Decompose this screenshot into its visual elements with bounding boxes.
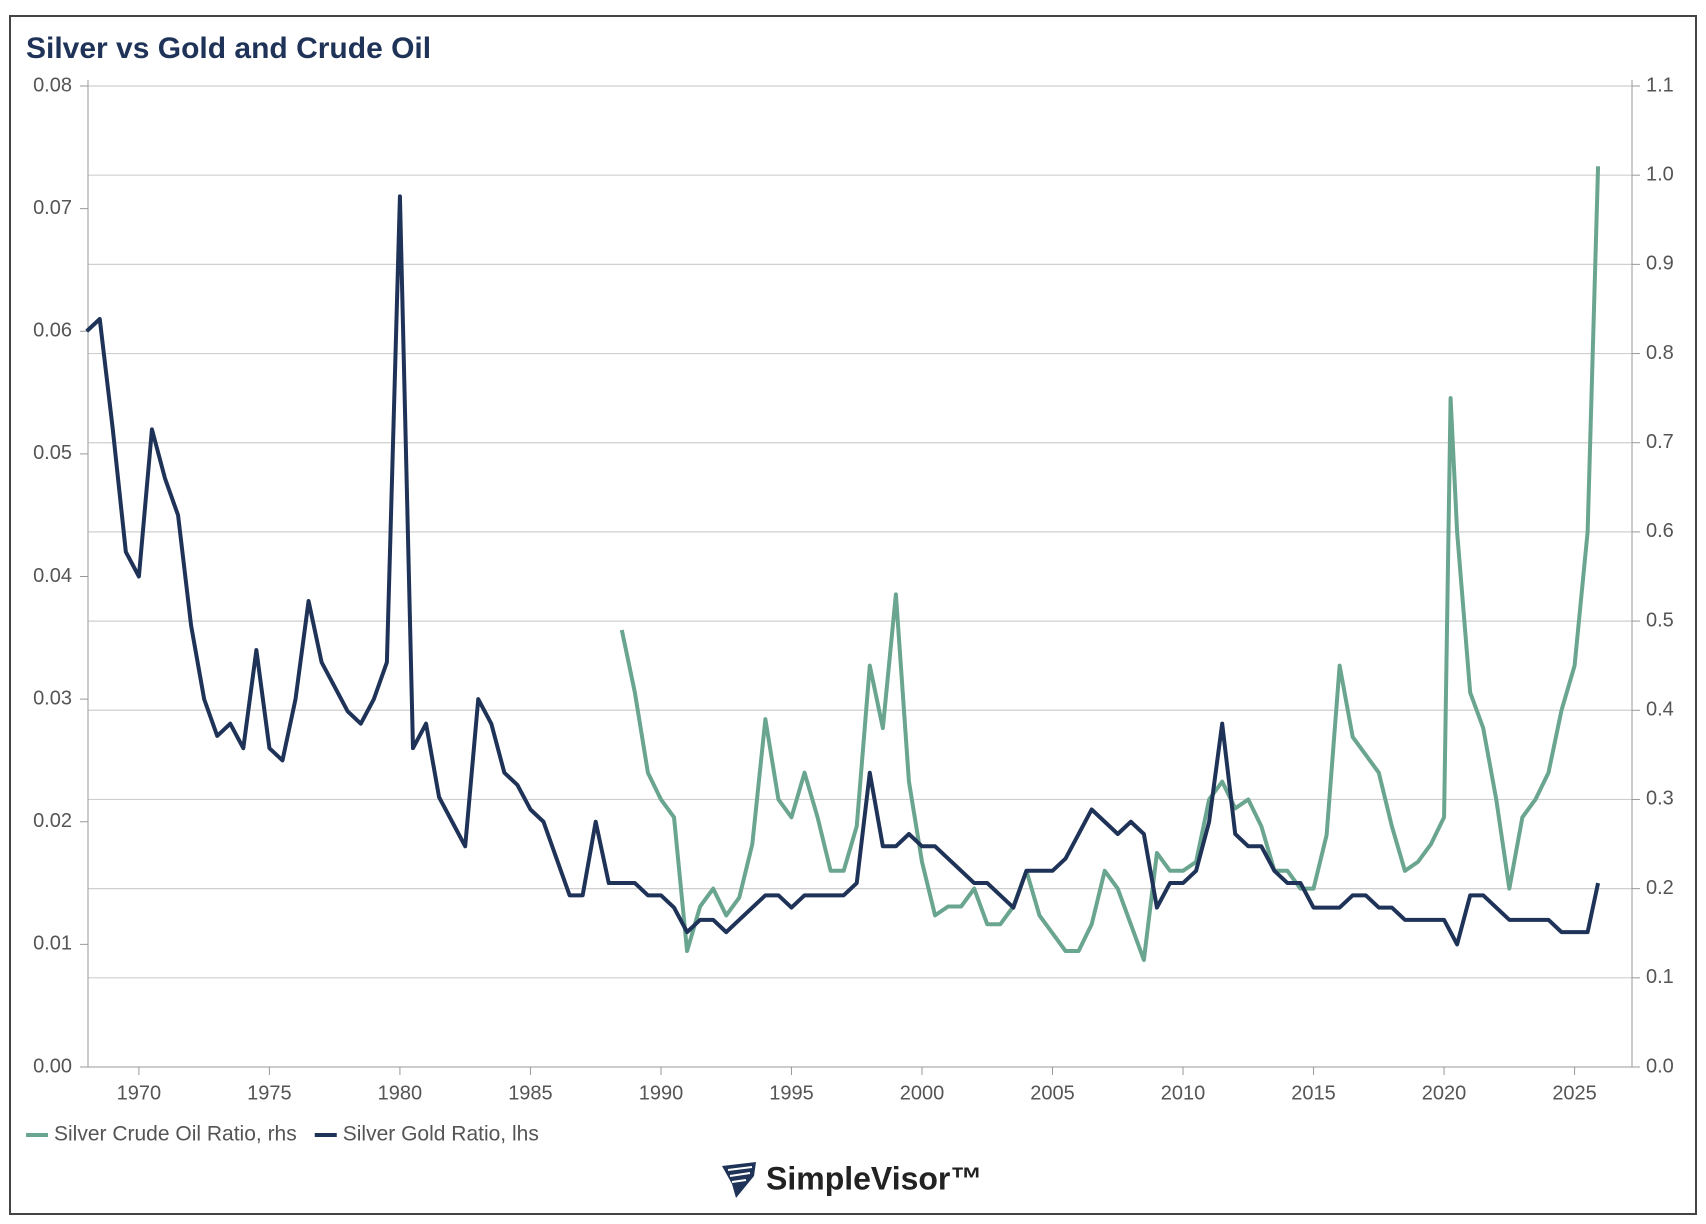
y2-tick-label: 0.5 (1646, 609, 1674, 631)
legend-label: Silver Gold Ratio, lhs (343, 1123, 539, 1146)
brand-logo (722, 1162, 756, 1198)
series-line (85, 194, 1601, 947)
y2-tick-label: 0.6 (1646, 520, 1674, 542)
x-tick-label: 1980 (378, 1082, 423, 1104)
x-tick-label: 1995 (769, 1082, 814, 1104)
x-tick-label: 1970 (117, 1082, 162, 1104)
y2-tick-label: 0.9 (1646, 253, 1674, 275)
y2-tick-label: 1.1 (1646, 74, 1674, 96)
y-tick-label: 0.05 (33, 442, 72, 464)
frame (9, 15, 1697, 1215)
x-tick-label: 2015 (1291, 1082, 1336, 1104)
x-tick-label: 2000 (900, 1082, 945, 1104)
series-line (619, 166, 1601, 962)
y-tick-label: 0.03 (33, 687, 72, 709)
y-tick-label: 0.01 (33, 933, 72, 955)
legend-label: Silver Crude Oil Ratio, rhs (54, 1123, 297, 1146)
x-tick-label: 2010 (1161, 1082, 1206, 1104)
y2-tick-label: 0.7 (1646, 431, 1674, 453)
brand-text: SimpleVisor™ (766, 1160, 982, 1196)
x-tick-label: 2005 (1030, 1082, 1075, 1104)
y-tick-label: 0.04 (33, 565, 72, 587)
y-tick-label: 0.07 (33, 197, 72, 219)
x-tick-label: 2020 (1422, 1082, 1467, 1104)
y-tick-label: 0.06 (33, 320, 72, 342)
y2-tick-label: 1.0 (1646, 163, 1674, 185)
y2-tick-label: 0.8 (1646, 342, 1674, 364)
y2-tick-label: 0.4 (1646, 699, 1674, 721)
chart-title: Silver vs Gold and Crude Oil (26, 32, 431, 65)
y-tick-label: 0.08 (33, 74, 72, 96)
x-tick-label: 2025 (1552, 1082, 1597, 1104)
y-tick-label: 0.00 (33, 1055, 72, 1077)
y2-tick-label: 0.2 (1646, 877, 1674, 899)
x-tick-label: 1990 (639, 1082, 684, 1104)
x-tick-label: 1985 (508, 1082, 553, 1104)
y2-tick-label: 0.1 (1646, 966, 1674, 988)
logo-icon-lines (727, 1166, 753, 1183)
y-tick-label: 0.02 (33, 810, 72, 832)
y2-tick-label: 0.0 (1646, 1055, 1674, 1077)
x-tick-label: 1975 (247, 1082, 292, 1104)
y2-tick-label: 0.3 (1646, 788, 1674, 810)
